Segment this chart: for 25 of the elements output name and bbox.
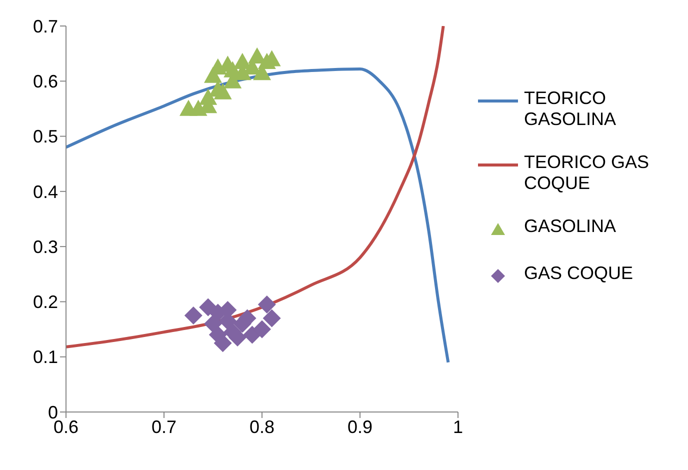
legend-label: TEORICO GAS COQUE [524, 152, 650, 194]
y-tick-label: 0.1 [32, 347, 58, 368]
line-series [66, 68, 450, 364]
point [199, 298, 218, 316]
point [199, 88, 218, 105]
x-tick-label: 1 [452, 416, 464, 437]
y-tick-label: 0.2 [32, 292, 58, 312]
point [253, 320, 271, 338]
x-tick-label: 0.9 [347, 416, 373, 437]
x-tick-label: 0.7 [151, 416, 177, 437]
point [204, 314, 222, 333]
legend-label: GAS COQUE [524, 263, 634, 284]
y-tick-label: 0.5 [32, 126, 58, 147]
y-tick-label: 0.4 [32, 182, 58, 202]
y-tick-label: 0.3 [32, 236, 58, 257]
y-tick-label: 0.6 [32, 72, 58, 92]
point [258, 295, 276, 314]
point [184, 306, 202, 324]
point [262, 309, 281, 328]
line-series [66, 26, 445, 348]
x-tick-label: 0.8 [249, 416, 275, 437]
legend-label: GASOLINA [524, 216, 618, 237]
y-tick-label: 0.7 [32, 16, 58, 36]
legend-label: TEORICO GASOLINA [524, 88, 618, 130]
point [214, 83, 232, 100]
